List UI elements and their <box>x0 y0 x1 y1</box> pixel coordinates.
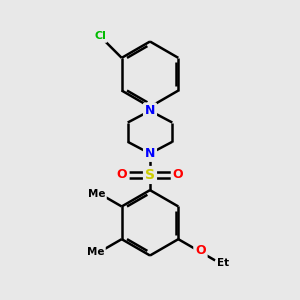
Text: O: O <box>117 169 128 182</box>
Text: Et: Et <box>217 258 230 268</box>
Text: Me: Me <box>88 189 105 199</box>
Text: Me: Me <box>87 247 104 257</box>
Text: O: O <box>172 169 183 182</box>
Text: N: N <box>145 104 155 117</box>
Text: S: S <box>145 168 155 182</box>
Text: O: O <box>195 244 206 257</box>
Text: N: N <box>145 147 155 160</box>
Text: Cl: Cl <box>94 31 106 41</box>
